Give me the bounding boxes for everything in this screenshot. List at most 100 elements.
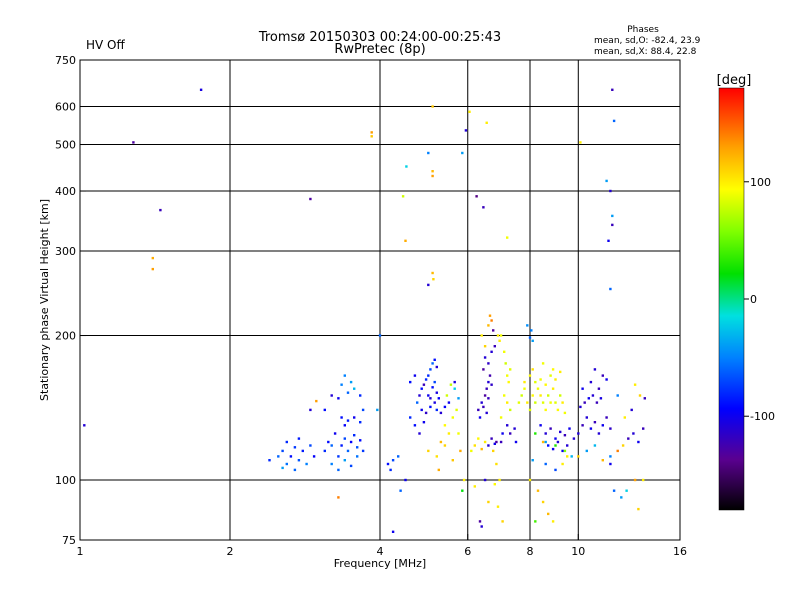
data-point xyxy=(620,496,623,499)
data-point xyxy=(422,421,426,424)
data-point xyxy=(431,170,434,173)
data-point xyxy=(630,408,633,412)
data-point xyxy=(461,489,464,492)
data-point xyxy=(431,386,434,389)
data-point xyxy=(330,462,333,466)
data-point xyxy=(404,478,407,482)
data-point xyxy=(544,408,547,412)
data-point xyxy=(554,444,557,447)
data-point xyxy=(492,329,495,332)
data-point xyxy=(601,374,604,377)
data-point xyxy=(475,195,478,198)
data-point xyxy=(405,165,408,168)
data-point xyxy=(199,88,203,91)
data-point xyxy=(401,195,405,198)
data-point xyxy=(539,378,542,381)
data-point xyxy=(468,110,471,113)
data-point xyxy=(551,520,555,523)
data-point xyxy=(457,432,460,435)
data-point xyxy=(559,430,562,434)
data-point xyxy=(464,129,468,132)
data-point xyxy=(530,329,533,332)
data-point xyxy=(293,446,297,449)
data-point xyxy=(534,432,537,435)
data-point xyxy=(509,432,512,435)
y-tick-label: 500 xyxy=(55,139,76,152)
data-point xyxy=(473,444,476,447)
data-point xyxy=(473,485,476,488)
data-point xyxy=(534,520,537,523)
data-point xyxy=(621,444,625,447)
data-point xyxy=(490,319,493,322)
data-point xyxy=(609,427,612,430)
data-point xyxy=(451,416,454,419)
data-point xyxy=(554,437,557,440)
data-point xyxy=(643,397,646,400)
data-point xyxy=(478,416,482,419)
data-point xyxy=(490,437,493,440)
data-point xyxy=(483,394,487,397)
data-point xyxy=(551,387,555,390)
data-point xyxy=(447,401,451,404)
data-point xyxy=(591,394,595,397)
data-point xyxy=(551,368,555,371)
data-point xyxy=(593,421,597,424)
data-point xyxy=(504,362,507,365)
data-point xyxy=(459,449,462,453)
data-point xyxy=(561,449,564,453)
data-point xyxy=(496,334,500,337)
data-point xyxy=(492,449,495,453)
data-point xyxy=(485,121,488,124)
data-point xyxy=(420,387,423,390)
data-point xyxy=(544,440,547,444)
data-point xyxy=(305,462,308,466)
data-point xyxy=(413,374,417,377)
y-axis: 75 100 200 300 400 500 600 750 xyxy=(55,54,86,547)
data-point xyxy=(609,455,612,458)
data-point xyxy=(443,424,447,427)
data-point xyxy=(611,214,614,218)
data-point xyxy=(493,442,496,445)
data-point xyxy=(289,455,293,458)
data-point xyxy=(349,380,353,384)
colorbar-tick-label: -100 xyxy=(750,410,775,423)
data-point xyxy=(547,444,550,447)
data-point xyxy=(346,391,350,394)
data-point xyxy=(330,394,333,397)
data-point xyxy=(453,380,456,384)
data-point xyxy=(83,424,86,427)
data-point xyxy=(470,449,473,453)
data-point xyxy=(277,455,280,458)
data-point xyxy=(451,459,454,462)
data-point xyxy=(330,444,333,447)
data-point xyxy=(353,416,356,419)
data-point xyxy=(554,378,557,381)
data-points xyxy=(83,88,646,533)
data-point xyxy=(340,444,343,447)
data-point xyxy=(547,394,550,397)
data-point xyxy=(437,468,440,472)
data-point xyxy=(589,427,593,430)
colorbar-label: [deg] xyxy=(717,73,752,88)
data-point xyxy=(340,383,343,386)
data-point xyxy=(478,520,482,523)
data-point xyxy=(556,440,560,444)
data-point xyxy=(566,444,569,447)
data-point xyxy=(370,131,373,134)
data-point xyxy=(607,239,610,242)
data-point xyxy=(593,444,597,447)
data-point xyxy=(397,455,400,458)
data-point xyxy=(595,401,599,404)
x-tick-label: 10 xyxy=(571,545,585,558)
data-point xyxy=(343,374,346,377)
data-point xyxy=(327,440,330,444)
phases-title: Phases xyxy=(627,25,659,35)
data-point xyxy=(361,449,365,453)
data-point xyxy=(433,401,436,404)
data-point xyxy=(536,489,540,492)
data-point xyxy=(361,408,365,412)
data-point xyxy=(445,394,449,397)
data-point xyxy=(495,462,498,466)
colorbar-tick-label: 100 xyxy=(750,176,771,189)
